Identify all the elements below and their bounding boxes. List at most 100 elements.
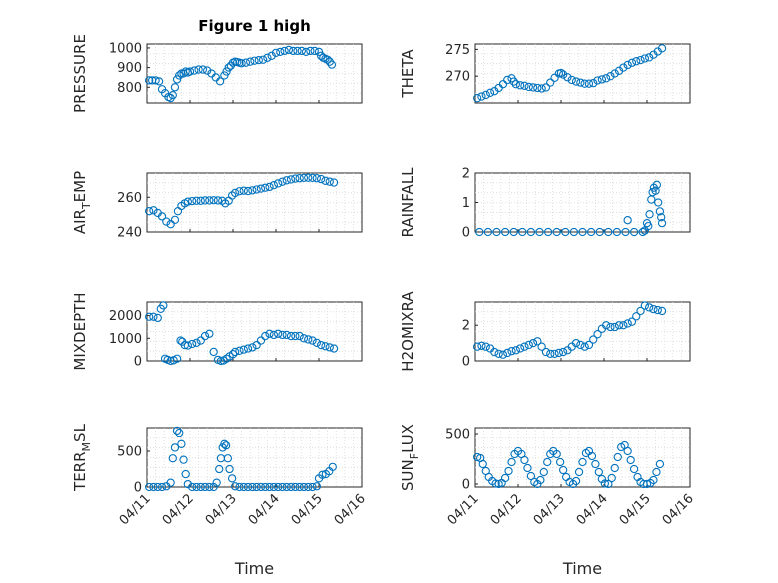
- data-point: [239, 482, 248, 492]
- figure-title: Figure 1 high: [198, 17, 311, 35]
- data-point: [209, 196, 218, 205]
- data-point: [604, 227, 613, 237]
- subplot-7: 0 500 04/11 04/12 04/13 04/14 04/15 04/16 TERRMS…: [71, 423, 369, 528]
- data-point: [627, 317, 637, 326]
- data-point: [546, 349, 555, 358]
- data-point: [576, 78, 585, 87]
- data-point: [472, 94, 482, 103]
- data-point: [256, 482, 266, 492]
- data-point: [321, 342, 330, 351]
- data-point: [282, 482, 291, 492]
- data-point: [652, 467, 661, 477]
- data-point: [528, 338, 538, 348]
- data-point: [261, 482, 270, 492]
- data-point: [312, 482, 321, 491]
- grid: [475, 44, 690, 103]
- x-tick-label: 04/13: [203, 491, 240, 528]
- data-point: [321, 176, 330, 185]
- data-point: [205, 482, 214, 492]
- data-point: [600, 479, 610, 488]
- grid: [475, 302, 690, 361]
- data-point: [316, 340, 326, 350]
- data-point: [153, 313, 162, 323]
- data-point: [170, 83, 180, 92]
- data-point: [200, 196, 210, 205]
- data-point: [235, 346, 244, 355]
- data-point: [192, 482, 201, 492]
- y-tick-label: 2000: [109, 309, 142, 324]
- data-point: [589, 335, 598, 344]
- data-point: [235, 187, 244, 196]
- data-point: [154, 77, 164, 86]
- data-point: [304, 482, 313, 492]
- data-point: [299, 173, 309, 183]
- series-markers: [144, 45, 337, 103]
- data-point: [273, 179, 283, 188]
- data-point: [481, 90, 490, 100]
- data-point: [491, 479, 500, 488]
- data-point: [301, 47, 311, 57]
- data-point: [227, 474, 237, 483]
- data-point: [200, 331, 210, 341]
- data-point: [552, 227, 561, 237]
- data-point: [591, 459, 600, 469]
- data-point: [653, 305, 662, 315]
- data-point: [657, 218, 667, 228]
- data-point: [293, 46, 302, 56]
- y-tick-label: 270: [445, 70, 470, 85]
- y-axis-label: AIRTEMP: [71, 171, 93, 234]
- data-point: [299, 334, 309, 343]
- data-point: [593, 76, 602, 85]
- subplot-3: 240 260 AIRTEMP: [71, 171, 363, 241]
- axes-box: [474, 43, 691, 104]
- data-point: [144, 207, 154, 216]
- data-point: [606, 72, 615, 81]
- data-point: [239, 186, 248, 195]
- data-point: [243, 344, 253, 353]
- data-point: [595, 227, 604, 237]
- data-point: [306, 46, 315, 56]
- y-axis-label: THETA: [399, 49, 417, 99]
- data-point: [261, 183, 270, 192]
- data-point: [498, 350, 508, 359]
- data-point: [483, 227, 493, 237]
- data-point: [556, 68, 566, 78]
- data-point: [190, 66, 199, 75]
- data-point: [536, 475, 545, 485]
- data-point: [528, 83, 538, 92]
- x-tick-label: 04/15: [617, 491, 654, 528]
- data-point: [607, 473, 616, 483]
- data-point: [278, 177, 287, 186]
- data-point: [316, 51, 326, 60]
- data-point: [504, 466, 513, 476]
- y-axis-label: SUNFLUX: [399, 424, 421, 491]
- data-point: [655, 459, 665, 469]
- grid: [147, 428, 362, 487]
- y-axis-label: MIXDEPTH: [71, 292, 89, 370]
- data-point: [636, 306, 645, 316]
- data-point: [213, 196, 223, 205]
- data-point: [304, 173, 313, 182]
- data-point: [503, 348, 512, 358]
- data-point: [295, 331, 304, 341]
- x-tick-label: 04/12: [160, 491, 197, 528]
- data-point: [569, 227, 579, 237]
- data-point: [559, 70, 568, 79]
- x-tick-label: 04/12: [488, 491, 525, 528]
- data-point: [252, 340, 261, 350]
- data-point: [265, 329, 274, 338]
- data-point: [472, 342, 482, 351]
- data-point: [642, 479, 652, 489]
- data-point: [291, 174, 300, 183]
- data-point: [606, 322, 615, 332]
- data-point: [212, 478, 221, 487]
- data-point: [619, 63, 628, 72]
- series-markers: [144, 301, 339, 366]
- data-point: [543, 457, 552, 467]
- data-point: [291, 482, 300, 492]
- data-point: [192, 196, 201, 205]
- data-point: [593, 330, 602, 339]
- data-point: [149, 312, 158, 321]
- data-point: [509, 77, 518, 86]
- data-point: [258, 55, 268, 64]
